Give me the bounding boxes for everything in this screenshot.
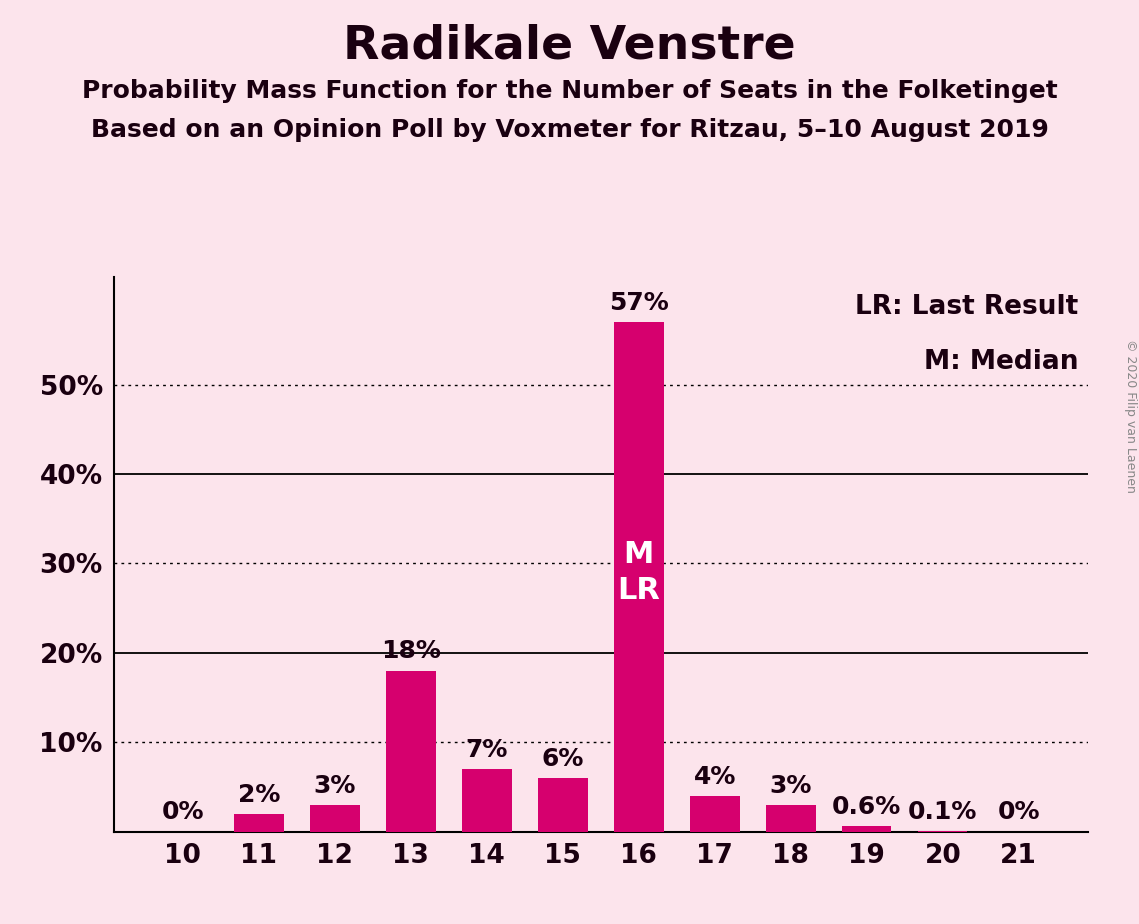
Bar [310,805,360,832]
Text: Radikale Venstre: Radikale Venstre [343,23,796,68]
Bar [386,671,435,832]
Text: M: M [624,540,654,569]
Bar [235,814,284,832]
Text: 3%: 3% [770,773,812,797]
Text: Probability Mass Function for the Number of Seats in the Folketinget: Probability Mass Function for the Number… [82,79,1057,103]
Bar [690,796,739,832]
Text: © 2020 Filip van Laenen: © 2020 Filip van Laenen [1124,339,1137,492]
Text: 0.1%: 0.1% [908,799,977,823]
Text: Based on an Opinion Poll by Voxmeter for Ritzau, 5–10 August 2019: Based on an Opinion Poll by Voxmeter for… [91,118,1048,142]
Text: 0.6%: 0.6% [833,795,901,819]
Text: LR: Last Result: LR: Last Result [854,294,1077,320]
Text: 2%: 2% [238,783,280,807]
Text: 0%: 0% [998,800,1040,824]
Text: 0%: 0% [162,800,204,824]
Text: 6%: 6% [542,747,584,771]
Text: 57%: 57% [609,291,669,315]
Text: LR: LR [617,576,661,604]
Text: 7%: 7% [466,738,508,762]
Bar [614,322,664,832]
Text: 18%: 18% [380,639,441,663]
Bar [767,805,816,832]
Text: 3%: 3% [313,773,357,797]
Text: 4%: 4% [694,765,736,789]
Text: M: Median: M: Median [924,349,1077,375]
Bar [538,778,588,832]
Bar [842,826,892,832]
Bar [462,769,511,832]
